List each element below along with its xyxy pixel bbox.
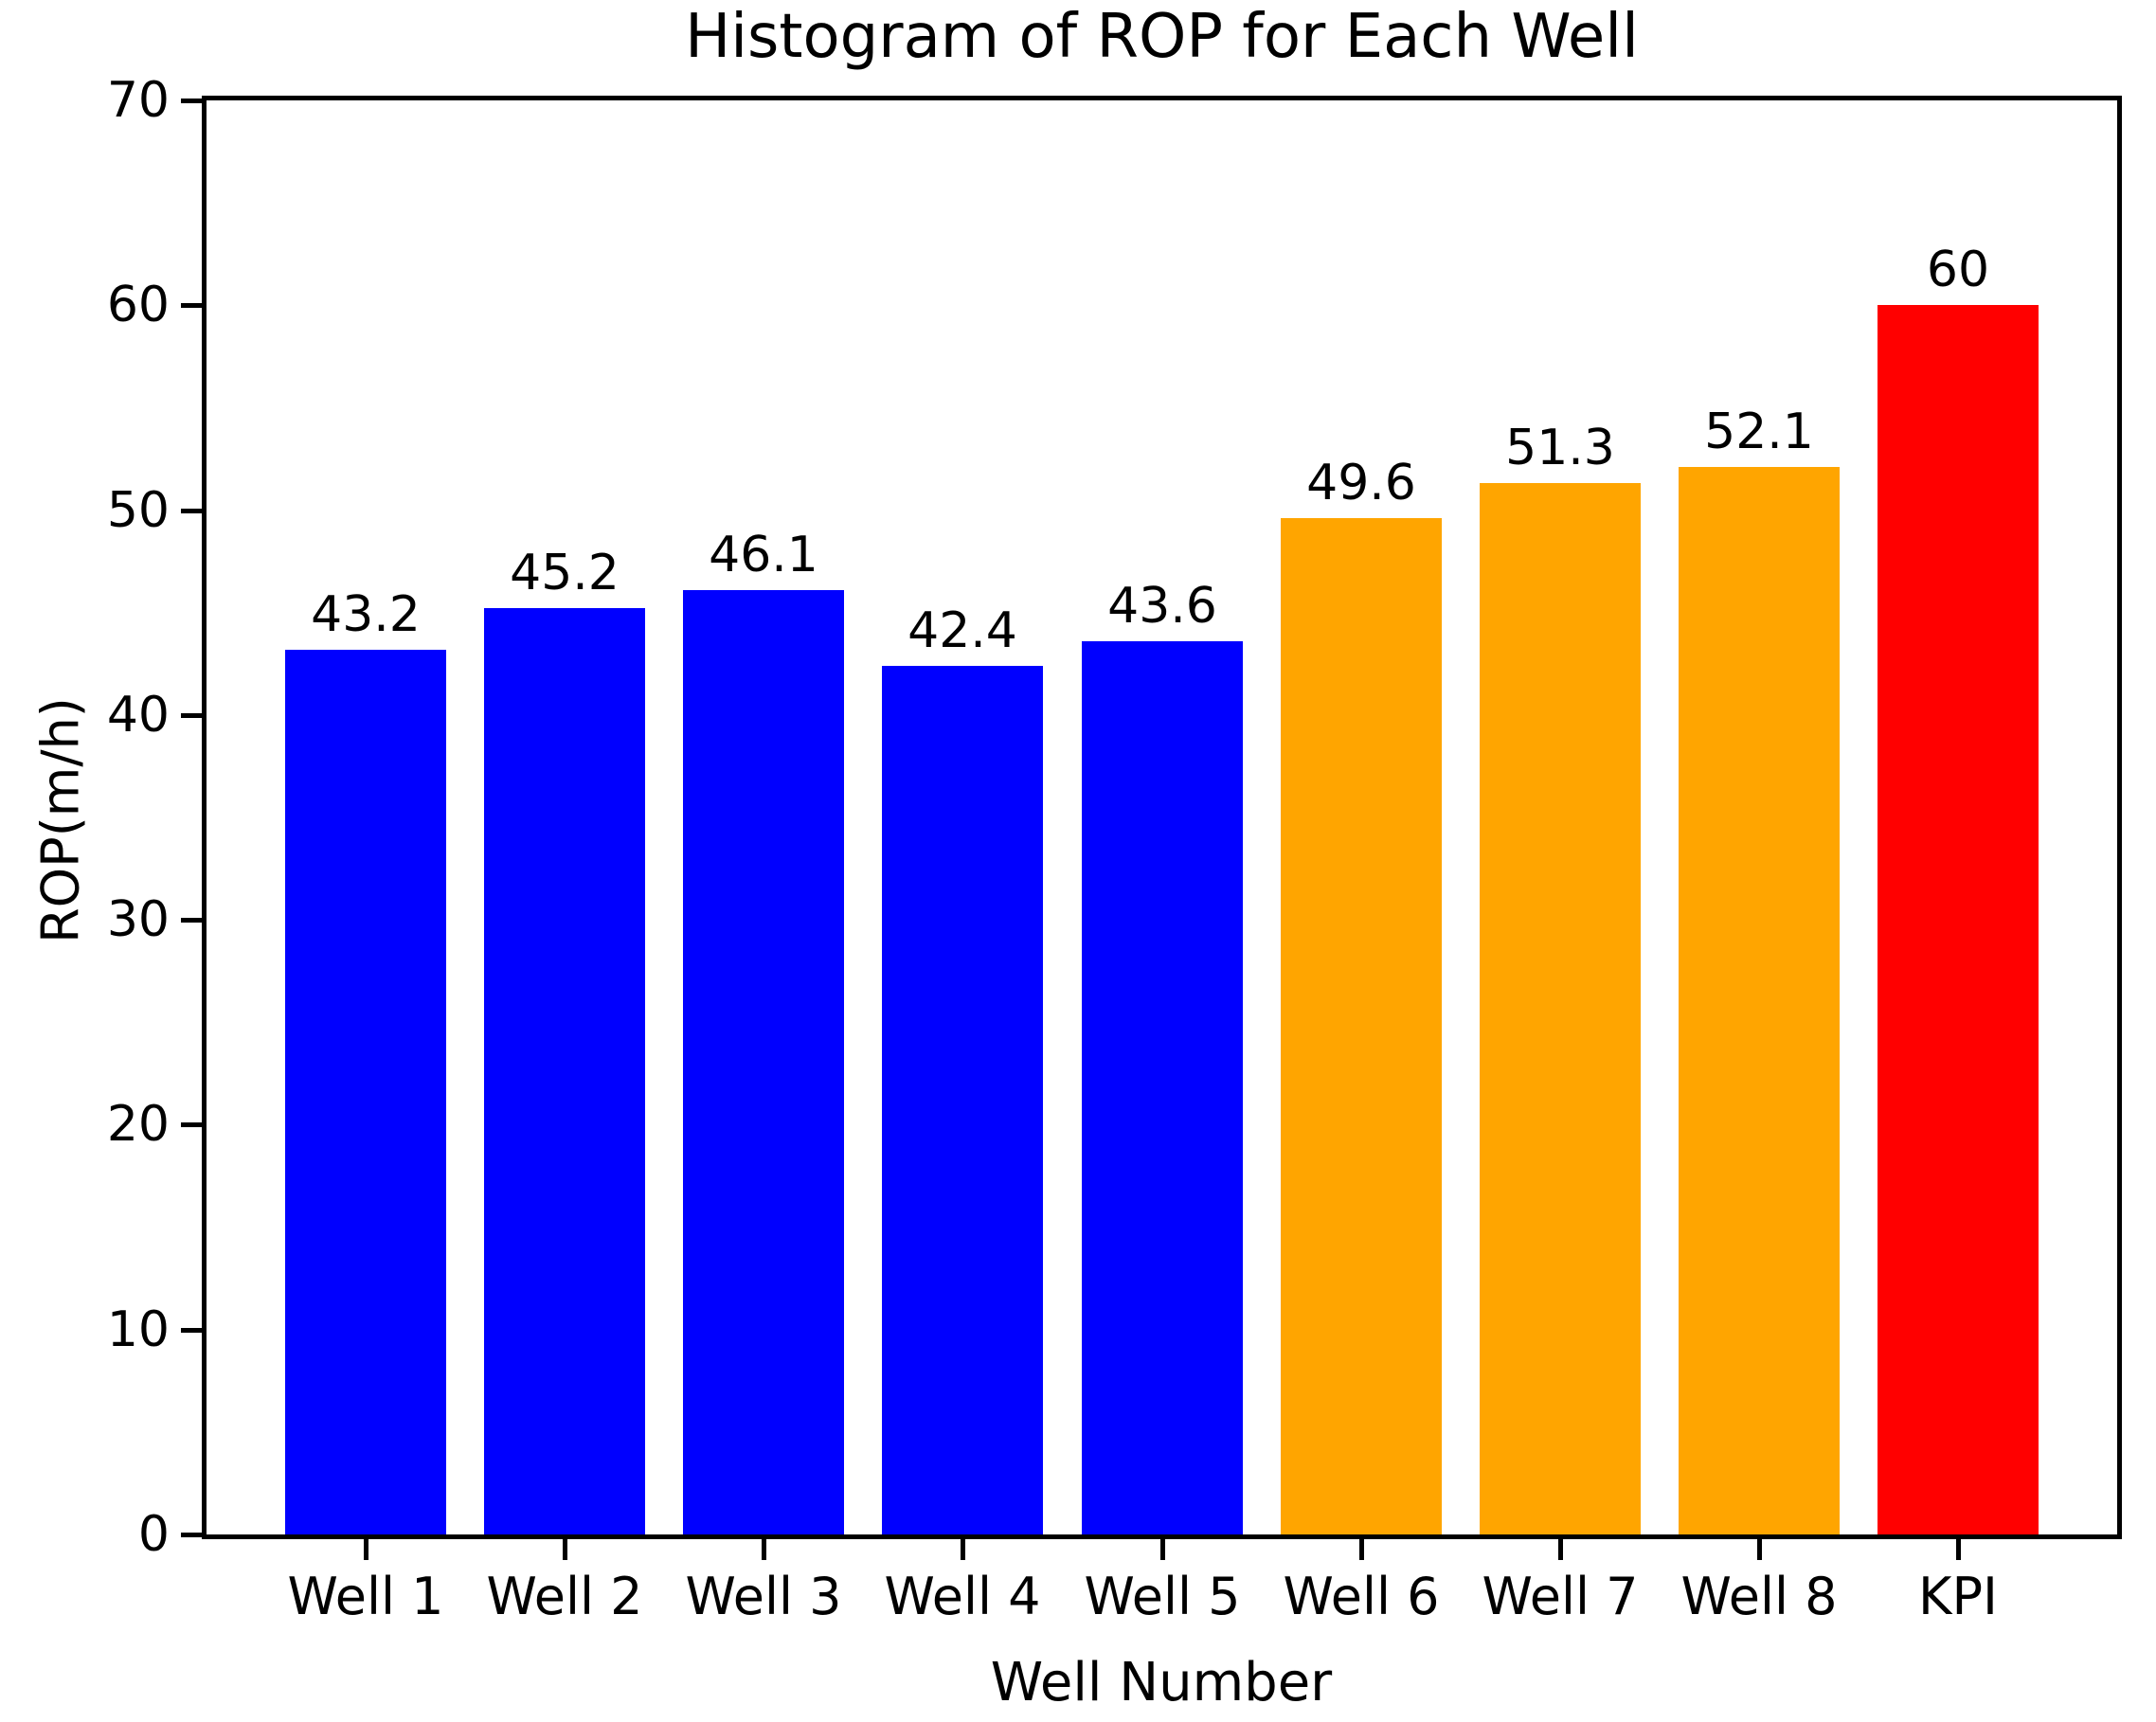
bar-value-label: 60 [1926, 242, 1990, 298]
bar-value-label: 49.6 [1306, 455, 1416, 511]
y-tick-label: 30 [106, 891, 170, 949]
y-tick-label: 10 [106, 1300, 170, 1358]
y-tick-label: 50 [106, 481, 170, 539]
y-tick-mark [181, 712, 202, 718]
y-tick-mark [181, 1122, 202, 1128]
x-tick-mark [762, 1539, 766, 1560]
x-tick-label: Well 7 [1482, 1567, 1639, 1626]
bar-well-2 [484, 608, 645, 1534]
y-tick-label: 20 [106, 1096, 170, 1154]
x-tick-label: Well 3 [685, 1567, 842, 1626]
bar-well-7 [1480, 483, 1641, 1534]
bar-value-label: 45.2 [510, 545, 620, 601]
x-tick-label: Well 2 [486, 1567, 643, 1626]
y-tick-mark [181, 1533, 202, 1537]
x-tick-label: Well 1 [287, 1567, 444, 1626]
x-tick-label: KPI [1918, 1567, 1998, 1626]
x-tick-label: Well 4 [884, 1567, 1041, 1626]
x-tick-mark [1558, 1539, 1563, 1560]
x-tick-label: Well 8 [1680, 1567, 1838, 1626]
chart-title: Histogram of ROP for Each Well [685, 2, 1639, 72]
y-tick-mark [181, 99, 202, 103]
y-tick-mark [181, 303, 202, 309]
y-tick-mark [181, 918, 202, 924]
bar-value-label: 43.2 [311, 586, 421, 643]
x-tick-mark [1160, 1539, 1165, 1560]
x-axis-label: Well Number [990, 1652, 1333, 1713]
bar-well-3 [683, 590, 844, 1534]
y-tick-label: 0 [137, 1506, 170, 1563]
bar-value-label: 51.3 [1505, 420, 1615, 476]
bar-value-label: 46.1 [709, 527, 818, 583]
bar-well-6 [1281, 518, 1442, 1534]
bar-kpi [1878, 305, 2039, 1534]
x-tick-mark [961, 1539, 965, 1560]
x-tick-mark [364, 1539, 368, 1560]
x-tick-mark [1359, 1539, 1364, 1560]
y-tick-label: 70 [106, 72, 170, 129]
x-tick-label: Well 6 [1283, 1567, 1440, 1626]
x-tick-mark [1956, 1539, 1961, 1560]
bar-well-1 [285, 650, 446, 1534]
x-tick-label: Well 5 [1084, 1567, 1241, 1626]
bar-well-4 [882, 666, 1043, 1534]
y-tick-label: 60 [106, 277, 170, 334]
x-tick-mark [563, 1539, 567, 1560]
bar-value-label: 42.4 [907, 602, 1017, 659]
bar-well-8 [1679, 467, 1840, 1534]
y-tick-mark [181, 1327, 202, 1333]
y-tick-label: 40 [106, 686, 170, 744]
y-tick-mark [181, 508, 202, 513]
bar-value-label: 52.1 [1704, 404, 1814, 460]
bar-value-label: 43.6 [1107, 578, 1217, 635]
x-tick-mark [1757, 1539, 1762, 1560]
bar-well-5 [1082, 641, 1243, 1534]
